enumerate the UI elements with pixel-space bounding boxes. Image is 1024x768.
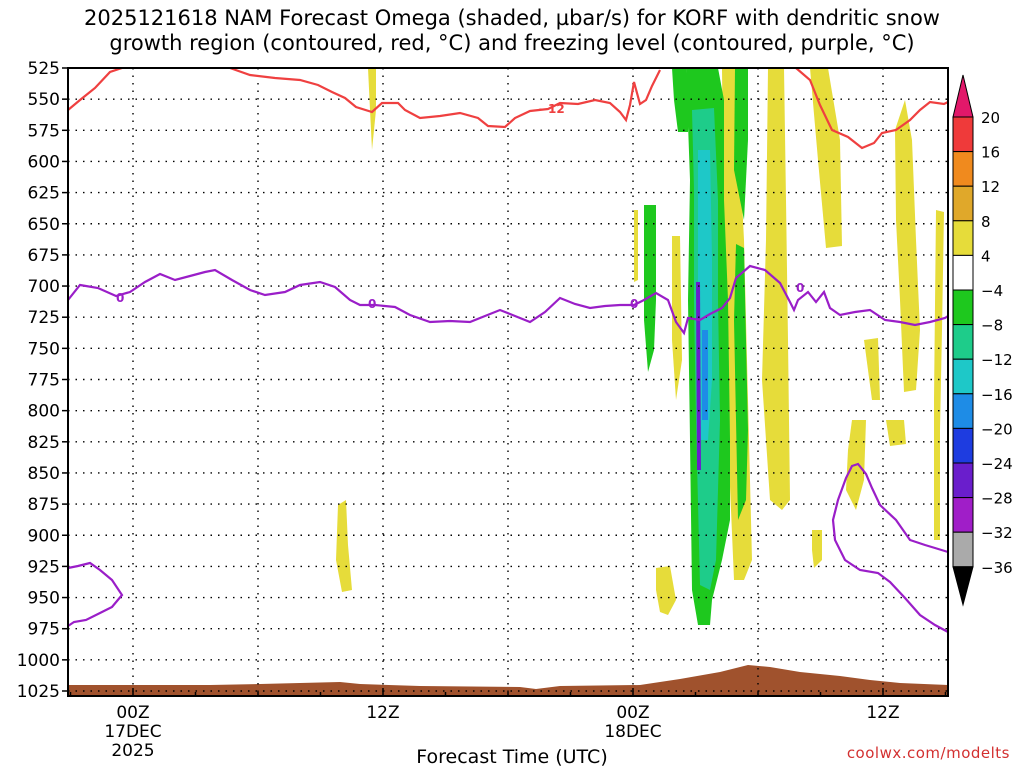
y-tick-label: 1000	[17, 651, 60, 671]
colorbar-segment	[952, 358, 974, 395]
y-tick-label: 625	[28, 184, 60, 204]
credit-link[interactable]: coolwx.com/modelts	[846, 744, 1010, 762]
y-tick-label: 850	[28, 464, 60, 484]
colorbar-label: 16	[981, 144, 1000, 162]
colorbar-label: −28	[981, 490, 1013, 508]
y-tick-label: 675	[28, 246, 60, 266]
x-tick-label: 12Z	[366, 703, 399, 723]
contour-zero-lower-left	[67, 561, 124, 627]
omega-patch	[734, 68, 748, 220]
colorbar-segment	[952, 497, 974, 533]
colorbar-label: −24	[981, 455, 1013, 473]
omega-patch	[634, 210, 638, 282]
y-tick-label: 700	[28, 277, 60, 297]
colorbar-label: 4	[981, 247, 991, 265]
y-tick-label: 900	[28, 526, 60, 546]
omega-patch	[895, 100, 920, 392]
colorbar-segment	[952, 324, 974, 360]
contour-label-zero: 0	[630, 297, 638, 311]
contour-minus12	[67, 66, 949, 150]
omega-patch	[368, 68, 376, 150]
colorbar-label: −8	[981, 317, 1003, 335]
x-axis: 00Z17DEC202512Z00Z18DEC12Z00Z19DEC12Z00Z…	[69, 688, 947, 761]
x-tick-label: 12Z	[866, 703, 899, 723]
y-tick-label: 875	[28, 495, 60, 515]
x-tick-date-label: 18DEC	[604, 722, 661, 742]
y-tick-label: 975	[28, 620, 60, 640]
colorbar-label: −4	[981, 282, 1003, 300]
omega-patch	[672, 68, 690, 132]
colorbar-segment	[952, 462, 974, 499]
omega-patch	[734, 244, 748, 520]
y-axis: 525 550 575 600 625 650 675 700 725 750 775 800 825 8…	[17, 59, 68, 702]
y-tick-label: 750	[28, 339, 60, 359]
x-tick-date-label: 17DEC	[104, 722, 161, 742]
colorbar-segment	[952, 254, 974, 291]
omega-patch	[644, 205, 656, 372]
chart-title: 2025121618 NAM Forecast Omega (shaded, µ…	[0, 6, 1024, 56]
y-tick-label: 600	[28, 152, 60, 172]
x-axis-title: Forecast Time (UTC)	[416, 746, 608, 768]
y-tick-label: 525	[28, 59, 60, 79]
omega-patch	[336, 500, 352, 592]
colorbar-label: −36	[981, 559, 1013, 577]
omega-patch	[762, 68, 790, 510]
colorbar-segment	[952, 151, 974, 187]
contour-label-zero: 0	[116, 291, 124, 305]
omega-patch	[934, 210, 944, 540]
y-tick-label: 800	[28, 402, 60, 422]
omega-patch	[656, 566, 676, 615]
title-line-1: 2025121618 NAM Forecast Omega (shaded, µ…	[84, 6, 940, 30]
colorbar: 20 16 12 8 4 −4 −8 −12 −16 −20 −24 −28 −32 −36	[952, 74, 1013, 607]
chart-grid	[68, 68, 948, 696]
colorbar-label: 12	[981, 178, 1000, 196]
omega-patch	[672, 236, 682, 400]
omega-patch	[696, 282, 701, 470]
colorbar-label: 20	[981, 109, 1000, 127]
colorbar-segment	[952, 531, 974, 568]
y-tick-label: 925	[28, 557, 60, 577]
contour-label-minus12: −12	[538, 102, 565, 116]
colorbar-label: −32	[981, 524, 1013, 542]
colorbar-segment	[952, 116, 974, 153]
colorbar-label: 8	[981, 213, 991, 231]
y-tick-label: 950	[28, 589, 60, 609]
y-tick-label: 550	[28, 90, 60, 110]
y-tick-label: 1025	[17, 682, 60, 702]
colorbar-segment	[952, 393, 974, 429]
colorbar-segment	[952, 427, 974, 464]
title-line-2: growth region (contoured, red, °C) and f…	[109, 31, 915, 55]
contour-zero-lower-right	[831, 462, 949, 633]
colorbar-label: −16	[981, 386, 1013, 404]
colorbar-label: −12	[981, 351, 1013, 369]
colorbar-segment	[952, 185, 974, 222]
omega-patch	[812, 530, 822, 568]
omega-patch	[864, 338, 880, 400]
colorbar-arrow-top	[952, 74, 974, 118]
omega-shading	[336, 68, 944, 625]
colorbar-arrow-bottom	[952, 566, 974, 607]
terrain-fill	[68, 665, 948, 696]
y-tick-label: 725	[28, 308, 60, 328]
omega-patch	[810, 68, 842, 248]
contour-label-zero: 0	[368, 297, 376, 311]
omega-patch	[702, 330, 708, 420]
x-tick-label: 00Z	[116, 703, 149, 723]
omega-patch	[886, 420, 906, 446]
colorbar-segment	[952, 289, 974, 326]
y-tick-label: 650	[28, 215, 60, 235]
y-tick-label: 825	[28, 433, 60, 453]
colorbar-label: −20	[981, 420, 1013, 438]
omega-patch	[698, 150, 712, 440]
y-tick-label: 575	[28, 121, 60, 141]
contour-zero-upper	[67, 264, 949, 336]
contour-label-zero: 0	[796, 281, 804, 295]
colorbar-segment	[952, 220, 974, 256]
x-tick-year-label: 2025	[111, 741, 154, 761]
y-tick-label: 775	[28, 371, 60, 391]
x-tick-label: 00Z	[616, 703, 649, 723]
